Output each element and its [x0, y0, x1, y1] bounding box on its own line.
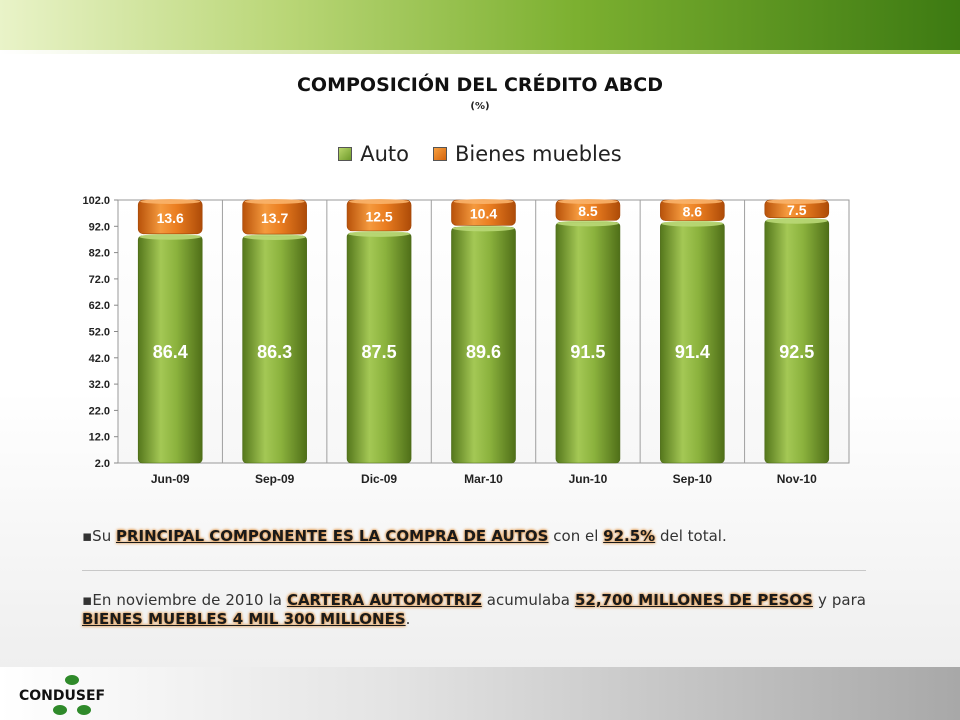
data-label-bienes: 8.5	[578, 203, 598, 219]
chart-legend: Auto Bienes muebles	[0, 142, 960, 166]
x-tick-label: Sep-09	[255, 472, 295, 486]
note-2-text-d: .	[405, 610, 411, 628]
bar-auto-cap	[765, 217, 828, 224]
data-label-auto: 87.5	[362, 342, 397, 362]
bar-auto-cap	[139, 233, 202, 240]
note-1-text-b: con el	[548, 527, 604, 545]
logo-text: CONDUSEF	[19, 688, 106, 704]
category-dividers	[221, 200, 746, 463]
notes-separator	[82, 570, 866, 571]
y-tick-label: 12.0	[89, 432, 110, 444]
legend-item-auto: Auto	[338, 142, 409, 166]
bullet-marker-icon: ▪	[82, 591, 93, 609]
data-label-auto: 92.5	[779, 342, 814, 362]
data-label-bienes: 13.7	[261, 210, 288, 226]
note-1-highlight-2: 92.5%	[603, 527, 656, 545]
top-banner	[0, 0, 960, 50]
data-label-bienes: 8.6	[683, 203, 703, 219]
bar-bienes-cap	[662, 199, 723, 204]
bar-bienes-cap	[453, 199, 514, 204]
data-label-auto: 91.5	[570, 342, 605, 362]
data-label-auto: 89.6	[466, 342, 501, 362]
x-tick-label: Jun-09	[151, 472, 190, 486]
x-tick-label: Nov-10	[777, 472, 817, 486]
note-1-highlight-1: PRINCIPAL COMPONENTE ES LA COMPRA DE AUT…	[115, 527, 549, 545]
legend-swatch-bienes	[433, 147, 448, 161]
legend-label-auto: Auto	[360, 142, 410, 166]
legend-label-bienes: Bienes muebles	[455, 142, 622, 166]
data-label-auto: 86.4	[153, 342, 188, 362]
note-2-highlight-2: 52,700 MILLONES DE PESOS	[574, 591, 813, 609]
bar-auto-cap	[661, 220, 724, 227]
y-tick-label: 22.0	[89, 405, 110, 417]
chart-subtitle: (%)	[470, 101, 490, 112]
stacked-bar-chart: 102.0 92.0 82.0 72.0 62.0 52.0 42.0 32.0 22.0 12.…	[82, 195, 850, 486]
top-banner-line	[0, 50, 960, 54]
bar-auto-cap	[452, 225, 515, 232]
bar-bienes-cap	[140, 199, 201, 204]
y-tick-label: 72.0	[89, 274, 110, 286]
chart-title: COMPOSICIÓN DEL CRÉDITO ABCD	[296, 74, 663, 96]
data-label-auto: 86.3	[257, 342, 292, 362]
x-tick-label: Mar-10	[464, 472, 503, 486]
bar-bienes-cap	[557, 199, 618, 204]
y-tick-label: 32.0	[89, 379, 110, 391]
data-label-auto: 91.4	[675, 342, 710, 362]
y-tick-label: 82.0	[89, 248, 110, 260]
data-label-bienes: 13.6	[157, 210, 184, 226]
x-tick-label: Dic-09	[361, 472, 397, 486]
note-2-highlight-3: BIENES MUEBLES 4 MIL 300 MILLONES	[82, 610, 406, 628]
bar-auto-cap	[556, 220, 619, 227]
data-label-bienes: 7.5	[787, 202, 807, 218]
x-tick-label: Sep-10	[673, 472, 713, 486]
y-tick-label: 42.0	[89, 353, 110, 365]
x-axis: Jun-09 Sep-09 Dic-09 Mar-10 Jun-10 Sep-10 Nov-…	[151, 472, 817, 486]
bars: 86.4 13.6 86.3 13.7 87.5 12.5 89.6 10.4 91.5 8.5 9…	[137, 199, 830, 464]
y-tick-label: 52.0	[89, 327, 110, 339]
note-2-text-b: acumulaba	[481, 591, 575, 609]
bar-bienes-cap	[766, 199, 827, 204]
bar-auto-cap	[348, 230, 411, 237]
note-1-text-a: Su	[92, 527, 116, 545]
y-axis: 102.0 92.0 82.0 72.0 62.0 52.0 42.0 32.0 22.0 12.…	[82, 195, 118, 470]
data-label-bienes: 12.5	[365, 208, 392, 224]
note-1: ▪Su PRINCIPAL COMPONENTE ES LA COMPRA DE…	[82, 527, 866, 545]
y-tick-label: 92.0	[89, 221, 110, 233]
y-tick-label: 62.0	[89, 300, 110, 312]
note-2: ▪En noviembre de 2010 la CARTERA AUTOMOT…	[82, 591, 866, 629]
note-1-text-c: del total.	[655, 527, 727, 545]
note-2-text-a: En noviembre de 2010 la	[92, 591, 287, 609]
note-2-highlight-1: CARTERA AUTOMOTRIZ	[286, 591, 482, 609]
legend-swatch-auto	[338, 147, 353, 161]
data-label-bienes: 10.4	[470, 206, 497, 222]
condusef-logo	[53, 675, 91, 715]
y-tick-label: 2.0	[95, 458, 110, 470]
bottom-banner	[0, 667, 960, 720]
bullet-marker-icon: ▪	[82, 527, 93, 545]
y-tick-label: 102.0	[82, 195, 110, 207]
note-2-text-c: y para	[813, 591, 866, 609]
x-tick-label: Jun-10	[569, 472, 608, 486]
legend-item-bienes: Bienes muebles	[433, 142, 622, 166]
bar-bienes-cap	[244, 199, 305, 204]
bar-bienes-cap	[349, 199, 410, 204]
bar-auto-cap	[243, 234, 306, 241]
